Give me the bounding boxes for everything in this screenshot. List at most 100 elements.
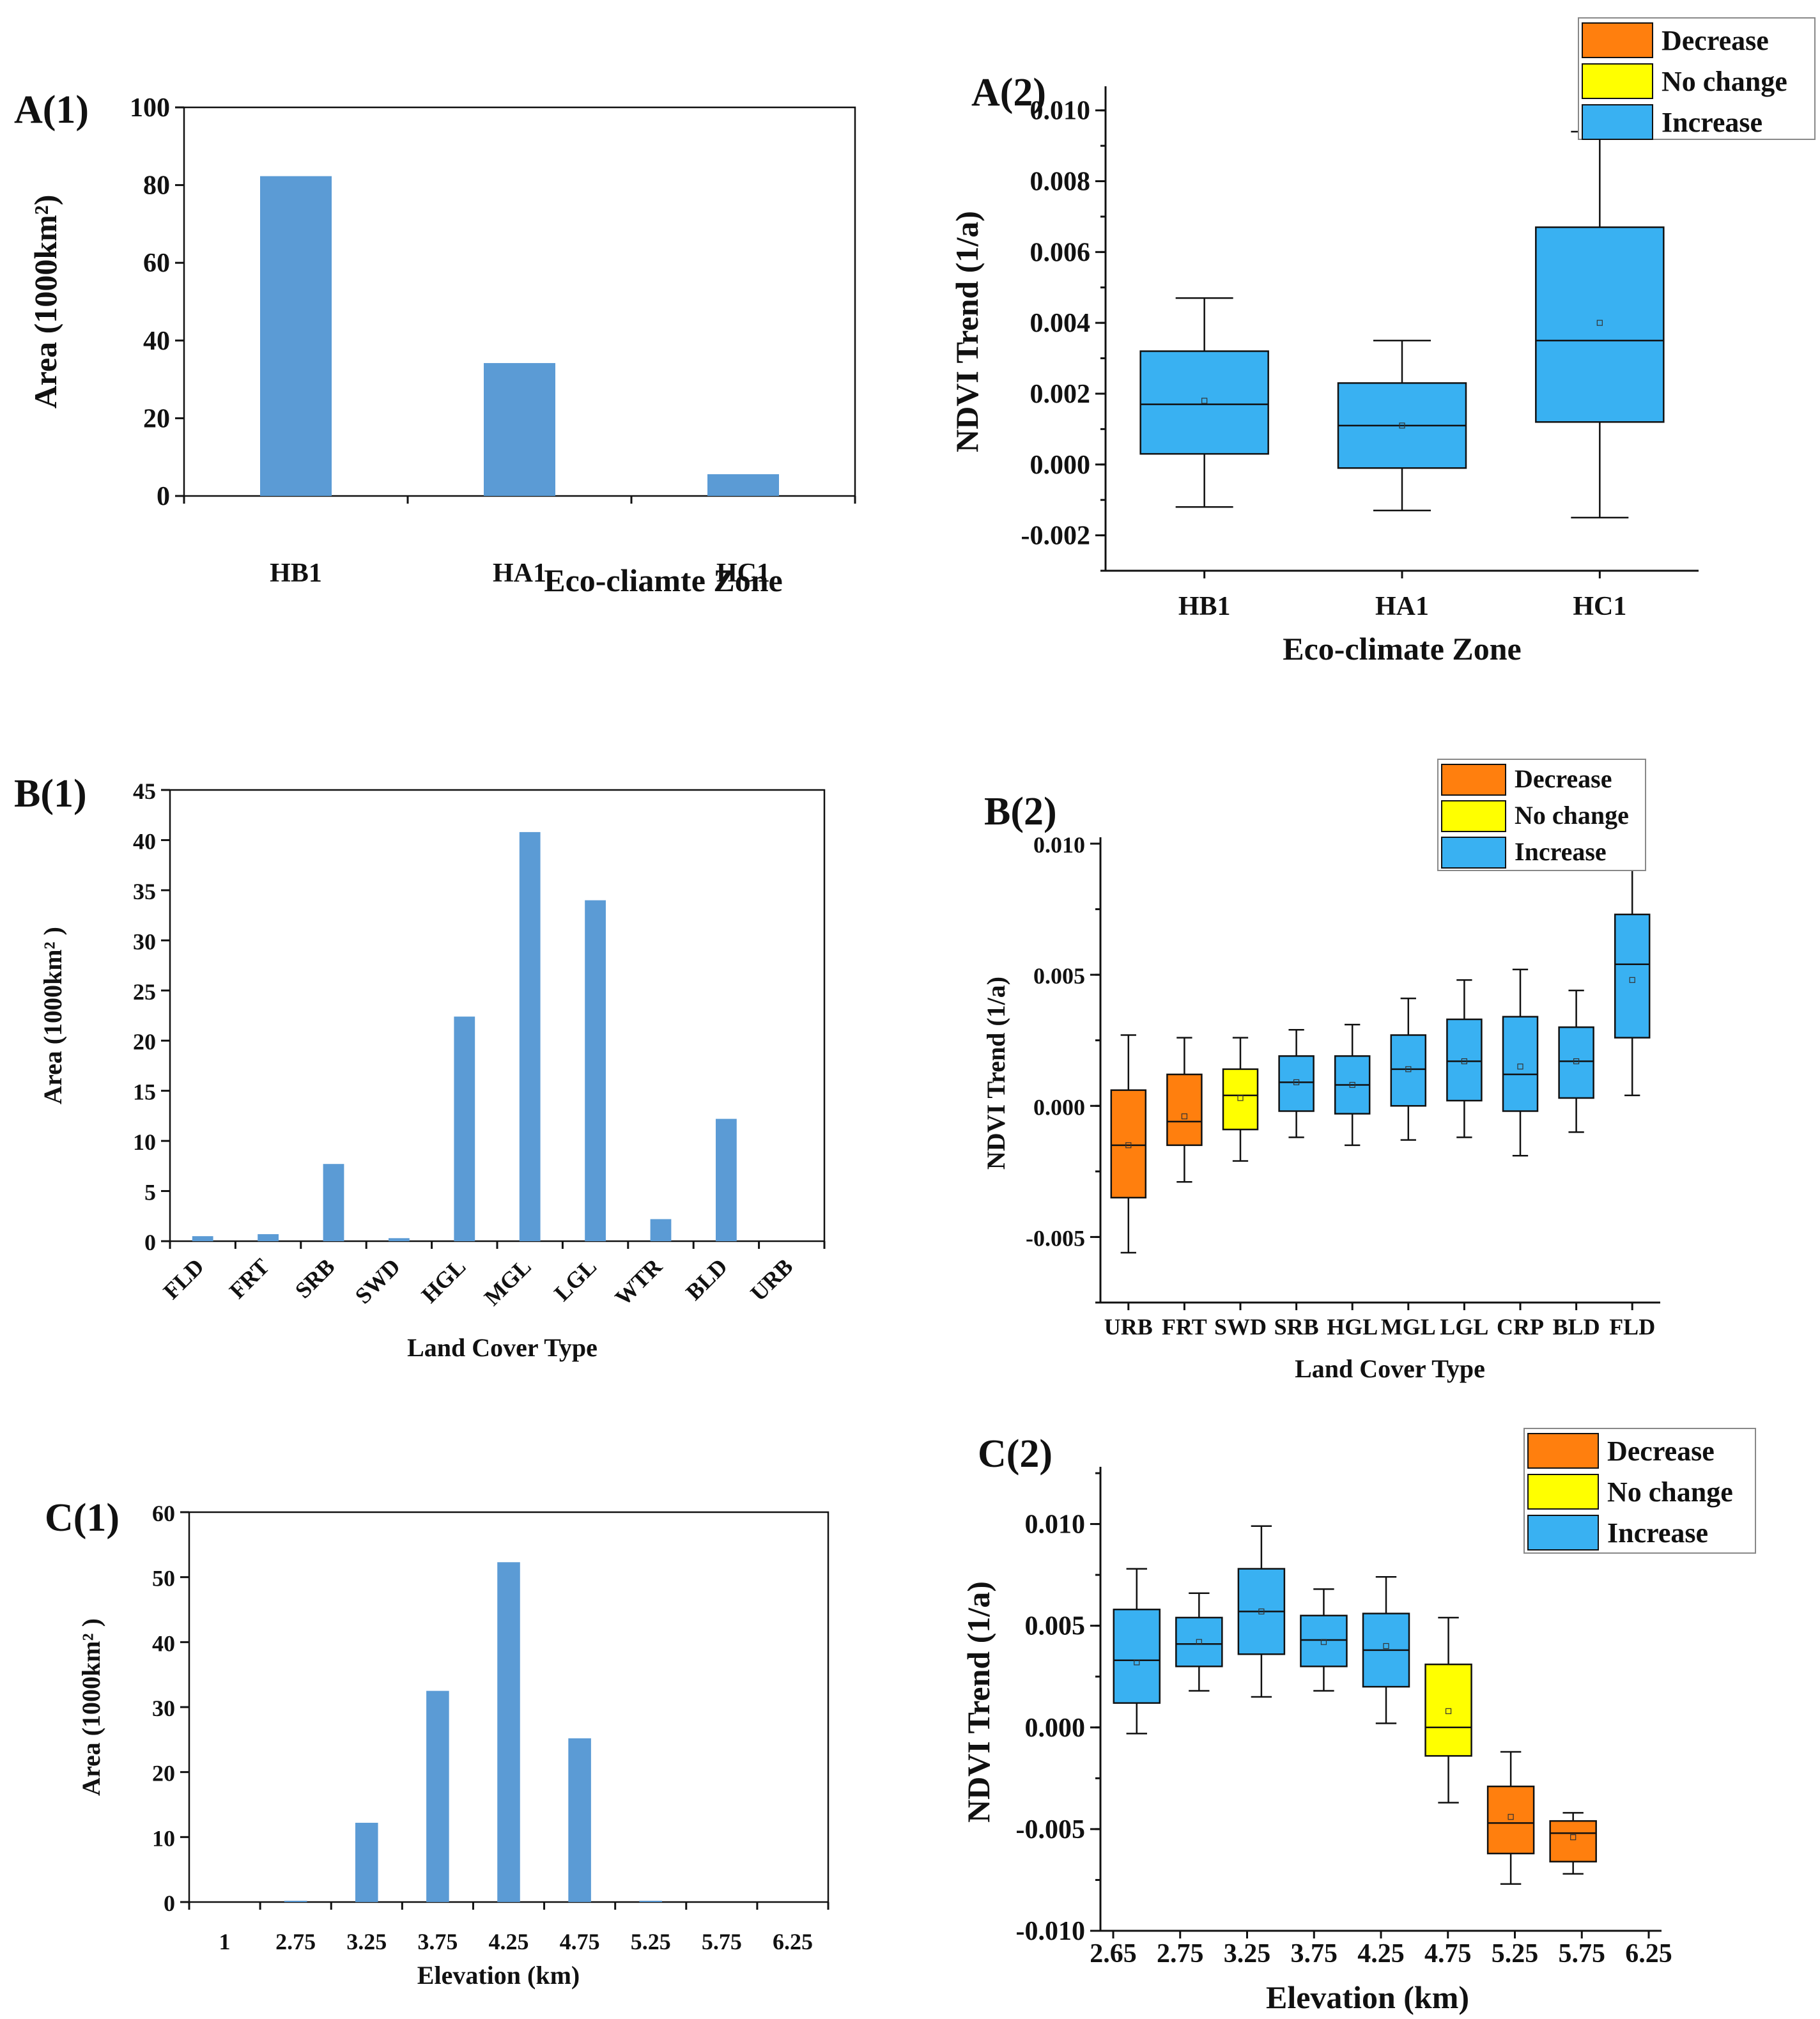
legend-label-decrease: Decrease	[1515, 764, 1612, 793]
x-tick-label: LGL	[549, 1253, 601, 1306]
y-tick-label: 0.005	[1033, 963, 1085, 989]
y-tick-label: 0.005	[1025, 1612, 1086, 1641]
x-tick-label: 6.25	[1625, 1939, 1672, 1969]
box-iqr	[1175, 1616, 1223, 1667]
y-tick-label: 20	[133, 1029, 156, 1055]
mean-marker	[1134, 1659, 1140, 1666]
mean-marker	[1405, 1066, 1412, 1072]
x-tick-label: BLD	[681, 1253, 732, 1305]
legend-label-decrease: Decrease	[1662, 25, 1769, 56]
bar-fld	[192, 1236, 213, 1241]
x-tick-label: FRT	[1162, 1314, 1207, 1340]
bar-bld	[716, 1118, 737, 1241]
y-tick-label: 20	[143, 404, 170, 433]
bar-4-25	[497, 1562, 520, 1902]
bar-lgl	[585, 900, 606, 1241]
y-tick-label: 30	[133, 929, 156, 954]
x-tick-label: HB1	[1178, 592, 1231, 621]
y-tick-label: 60	[143, 249, 170, 278]
mean-marker	[1201, 398, 1208, 404]
panel-label: C(2)	[978, 1432, 1053, 1476]
x-axis-title: Eco-cliamte Zone	[544, 562, 783, 598]
box-iqr	[1558, 1026, 1594, 1099]
legend-swatch-increase	[1527, 1515, 1599, 1551]
mean-marker	[1181, 1113, 1188, 1120]
y-tick-label: 20	[152, 1761, 175, 1786]
y-tick-label: -0.005	[1016, 1815, 1086, 1845]
legend-swatch-increase	[1441, 837, 1506, 869]
x-tick-label: BLD	[1553, 1314, 1600, 1340]
box-iqr	[1222, 1068, 1259, 1131]
bar-2-75	[284, 1900, 307, 1902]
x-tick-label: WTR	[610, 1253, 668, 1311]
box-iqr	[1166, 1073, 1203, 1147]
bar-hc1	[707, 474, 779, 496]
box-iqr	[1110, 1089, 1147, 1199]
box-3	[1237, 1525, 1286, 1698]
x-tick-label: 5.75	[1559, 1939, 1606, 1969]
y-axis-title: NDVI Trend (1/a)	[949, 211, 985, 453]
bar-hgl	[454, 1016, 475, 1241]
x-tick-label: MGL	[479, 1253, 536, 1310]
mean-marker	[1237, 1095, 1244, 1101]
x-axis-title: Land Cover Type	[1295, 1354, 1485, 1383]
box-iqr	[1486, 1785, 1535, 1855]
mean-marker	[1573, 1058, 1580, 1065]
y-tick-label: 35	[133, 879, 156, 904]
mean-marker	[1293, 1079, 1300, 1085]
mean-marker	[1320, 1639, 1327, 1645]
box-iqr	[1139, 350, 1269, 455]
x-tick-label: SRB	[1274, 1314, 1319, 1340]
y-tick-label: 10	[152, 1825, 175, 1851]
legend-label-no-change: No change	[1662, 66, 1787, 97]
y-tick-label: 0.010	[1025, 1510, 1086, 1540]
bar-5-25	[639, 1900, 662, 1902]
bar-3-25	[355, 1822, 378, 1902]
legend-label-decrease: Decrease	[1607, 1435, 1715, 1467]
y-tick-label: 0	[164, 1891, 175, 1916]
x-tick-label: MGL	[1381, 1314, 1436, 1340]
bar-srb	[323, 1164, 344, 1241]
y-tick-label: 50	[152, 1566, 175, 1591]
box-iqr	[1300, 1614, 1348, 1667]
x-tick-label: 3.25	[1224, 1939, 1271, 1969]
y-axis-title: NDVI Trend (1/a)	[982, 977, 1010, 1170]
x-tick-label: 5.25	[631, 1929, 671, 1954]
legend-label-increase: Increase	[1515, 837, 1607, 866]
x-tick-label: 6.25	[773, 1929, 813, 1954]
y-axis-title: Area (1000km² )	[38, 927, 67, 1104]
y-tick-label: 40	[143, 327, 170, 356]
legend-swatch-decrease	[1582, 22, 1653, 58]
mean-marker	[1629, 977, 1635, 983]
box-iqr	[1535, 226, 1665, 423]
box-hc1	[1535, 130, 1665, 519]
y-tick-label: 0.002	[1030, 380, 1091, 409]
x-tick-label: FLD	[1609, 1314, 1655, 1340]
mean-marker	[1125, 1142, 1132, 1149]
mean-marker	[1399, 422, 1405, 429]
x-axis-title: Land Cover Type	[407, 1333, 598, 1362]
box-lgl	[1446, 979, 1483, 1138]
x-tick-label: SRB	[290, 1253, 340, 1303]
y-tick-label: -0.002	[1021, 522, 1091, 551]
y-tick-label: 15	[133, 1079, 156, 1105]
y-tick-label: 0.010	[1030, 97, 1091, 126]
y-tick-label: 5	[144, 1180, 156, 1205]
x-tick-label: URB	[745, 1253, 798, 1306]
legend-label-increase: Increase	[1607, 1517, 1708, 1549]
box-1	[1113, 1568, 1161, 1735]
box-6	[1424, 1616, 1472, 1804]
y-tick-label: 45	[133, 778, 156, 804]
box-iqr	[1424, 1663, 1472, 1757]
box-2	[1175, 1592, 1223, 1692]
mean-marker	[1570, 1834, 1577, 1841]
bar-wtr	[650, 1219, 672, 1241]
x-tick-label: FRT	[224, 1253, 274, 1303]
y-tick-label: 25	[133, 979, 156, 1005]
x-tick-label: HGL	[1327, 1314, 1378, 1340]
box-hgl	[1334, 1023, 1371, 1147]
x-axis-title: Eco-climate Zone	[1283, 631, 1522, 667]
x-tick-label: HA1	[1375, 592, 1429, 621]
y-tick-label: -0.005	[1026, 1225, 1085, 1251]
